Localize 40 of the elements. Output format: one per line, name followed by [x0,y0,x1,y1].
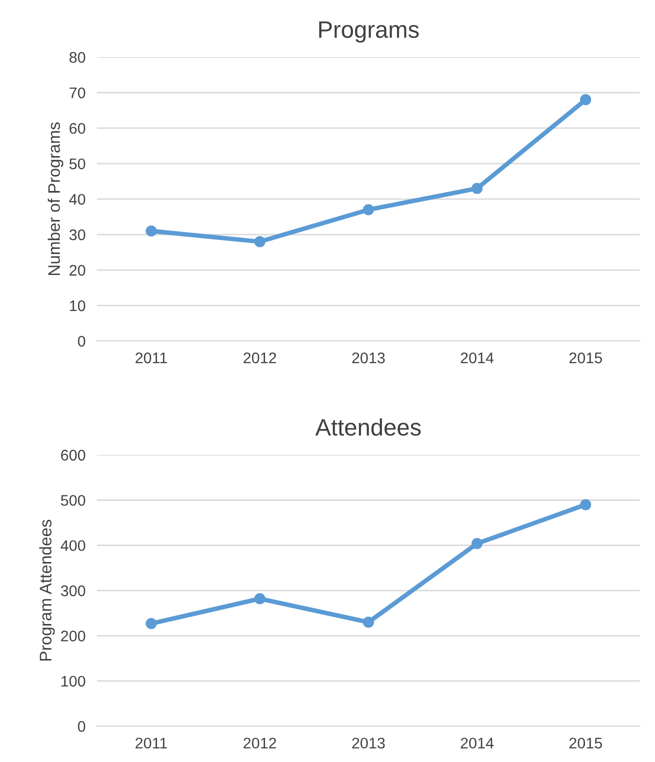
y-tick-label: 400 [60,540,86,552]
point [362,616,374,628]
y-tick-label: 300 [60,585,86,596]
y-tick-label: 60 [70,122,86,134]
point [146,618,157,630]
x-tick-label: 2011 [136,352,167,364]
point [580,94,592,106]
y-tick-label: 100 [62,676,86,687]
y-tick-label: 30 [69,229,86,240]
x-tick-label: 2014 [460,352,494,364]
x-tick-label: 2013 [352,352,385,364]
x-tick-label: 2013 [352,738,385,749]
y-tick-label: 0 [78,336,86,347]
y-tick-label: 50 [69,158,86,170]
y-tick-label: 40 [69,194,86,205]
point [471,182,483,194]
y-tick-label: 70 [70,88,86,98]
point [146,225,157,237]
chart-title: Attendees [315,418,421,436]
x-tick-label: 2014 [460,738,494,749]
point [580,499,592,510]
x-tick-label: 2011 [136,738,167,749]
chart-title: Programs [319,21,419,43]
y-tick-label: 80 [70,52,86,63]
point [254,236,266,248]
y-axis-title: Program Attendees [39,520,55,661]
y-tick-label: 600 [61,450,86,461]
point [254,593,266,604]
y-tick-label: 200 [61,630,86,642]
point [362,204,374,216]
y-tick-label: 0 [78,721,86,732]
y-axis-title: Number of Programs [48,122,64,276]
x-tick-label: 2015 [569,352,602,364]
point [471,538,483,550]
y-tick-label: 500 [60,494,86,506]
x-tick-label: 2015 [569,738,602,749]
x-tick-label: 2012 [244,738,276,749]
y-tick-label: 10 [70,300,86,312]
x-tick-label: 2012 [244,352,276,364]
y-tick-label: 20 [70,264,86,276]
